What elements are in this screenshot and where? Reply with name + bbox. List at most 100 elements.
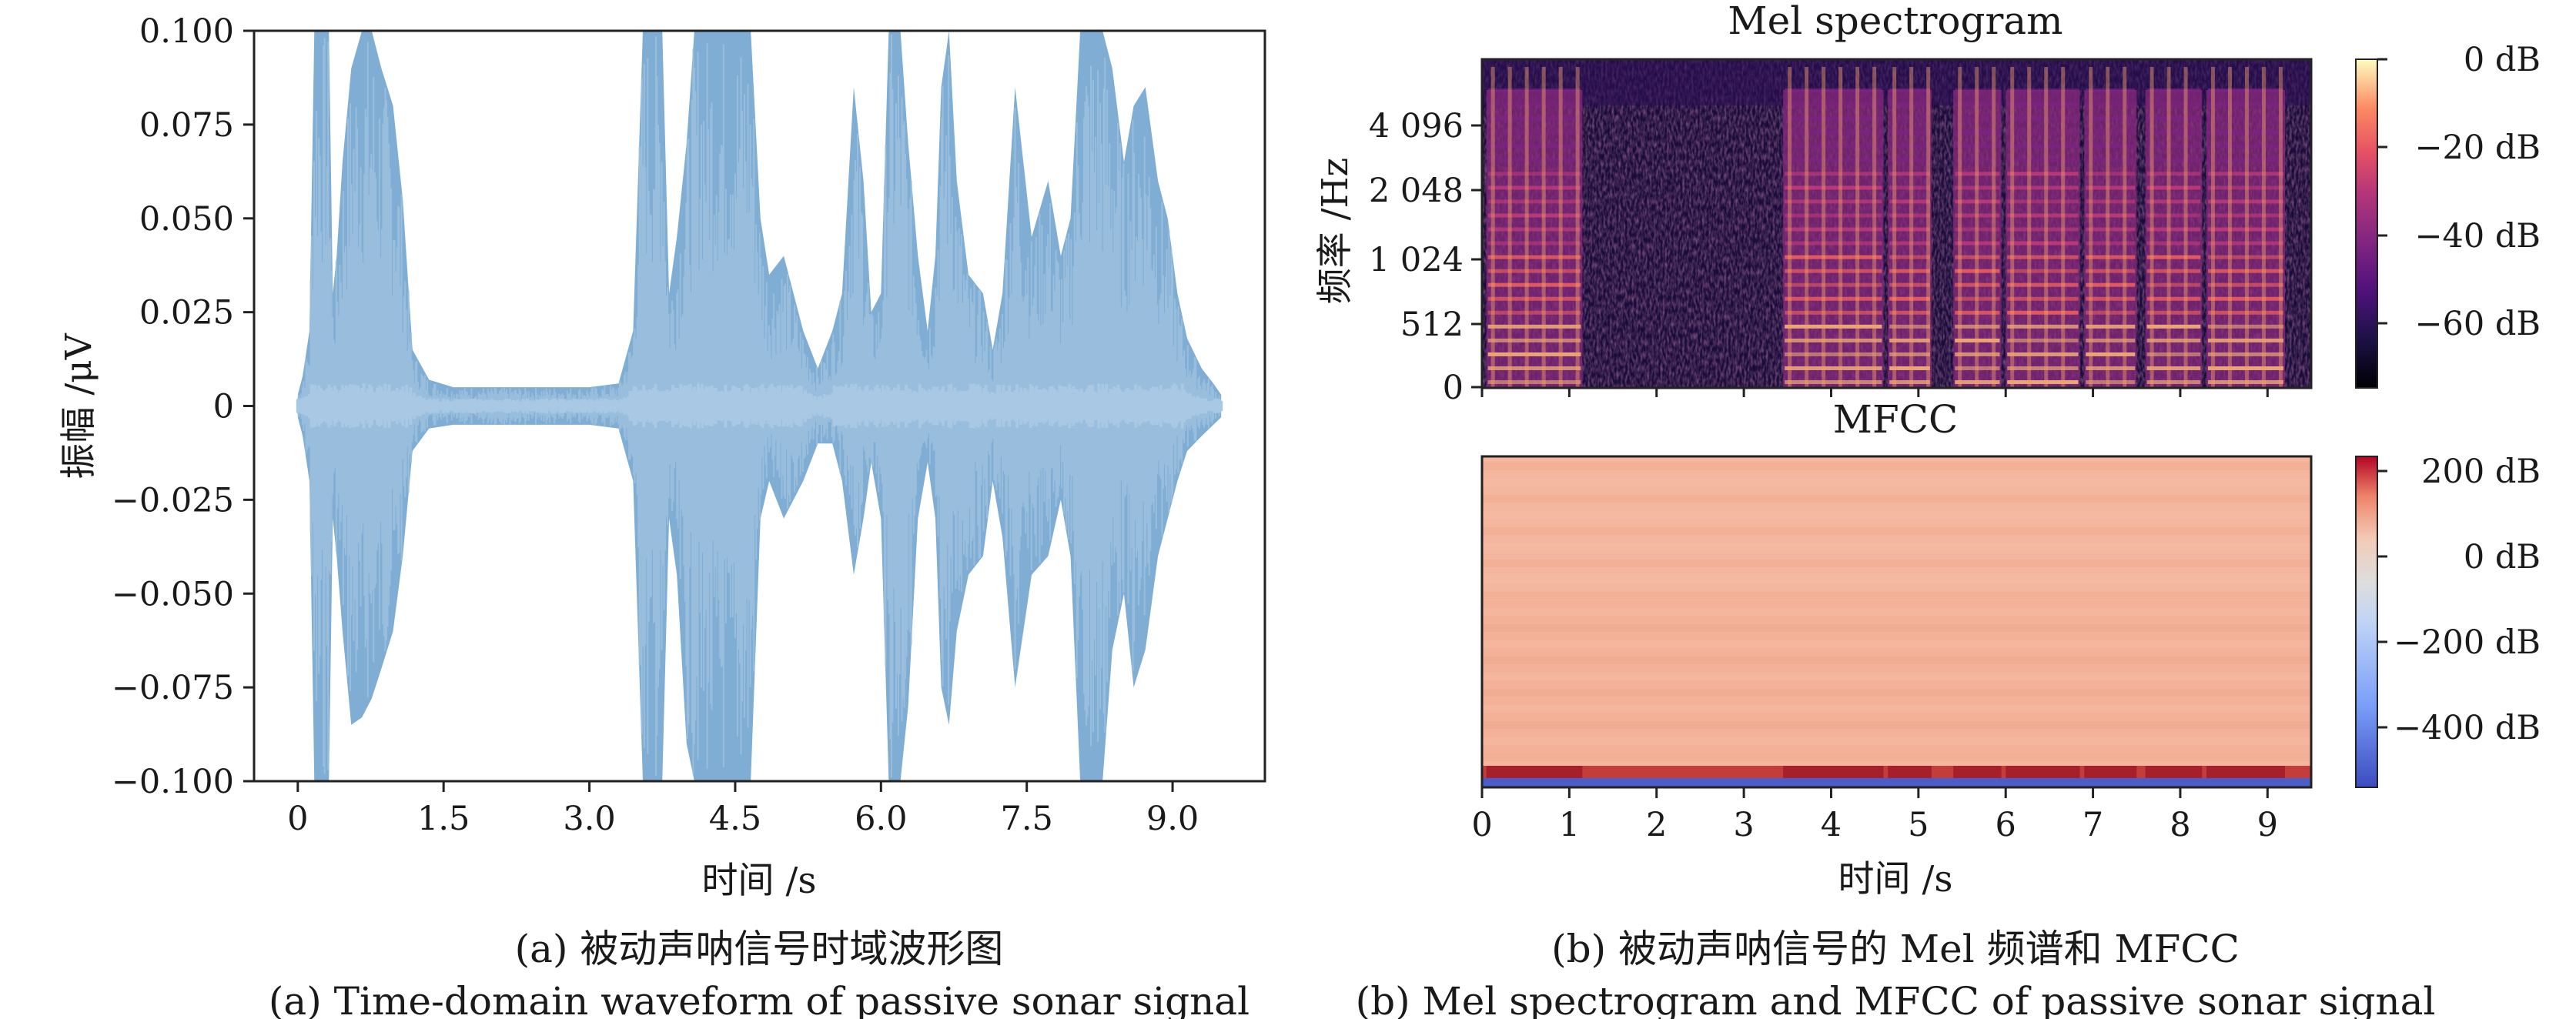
mfcc-active-segment [2206, 766, 2285, 778]
mfcc-colorbar-tick-label: 0 dB [2464, 538, 2541, 576]
mfcc-row [1482, 689, 2311, 697]
mel-active-segments [1486, 67, 2285, 388]
mfcc-active-segment [1486, 766, 1583, 778]
mfcc-x-tick-label: 5 [1908, 806, 1929, 844]
waveform-y-tick-label: 0.075 [139, 106, 234, 145]
mfcc-active-segment [2006, 766, 2080, 778]
caption-b-english: (b) Mel spectrogram and MFCC of passive … [1356, 979, 2436, 1019]
waveform-x-tick-label: 9.0 [1146, 800, 1199, 838]
waveform-x-tick-label: 7.5 [1000, 800, 1052, 838]
mfcc-colorbar-tick-label: 200 dB [2421, 453, 2541, 491]
mfcc-active-segment [2145, 766, 2203, 778]
mfcc-active-segment [1953, 766, 2002, 778]
mel-title: Mel spectrogram [1728, 0, 2062, 43]
waveform-plot-area [296, 31, 1223, 781]
waveform-x-tick-label: 6.0 [855, 800, 907, 838]
waveform-x-tick-label: 0 [287, 800, 308, 838]
waveform-x-tick-label: 3.0 [563, 800, 615, 838]
mel-active-segment [2006, 67, 2080, 388]
mfcc-colorbar [2355, 456, 2378, 788]
mfcc-x-tick-label: 1 [1559, 806, 1580, 844]
mfcc-row [1482, 705, 2311, 713]
caption-b-chinese: (b) 被动声呐信号的 Mel 频谱和 MFCC [1551, 927, 2240, 971]
waveform-y-tick-label: −0.075 [112, 669, 234, 707]
mel-active-segment [2145, 67, 2203, 388]
mel-colorbar-tick-label: 0 dB [2464, 41, 2541, 79]
mel-colorbar-tick-label: −40 dB [2414, 217, 2541, 256]
mfcc-active-segment [1888, 766, 1932, 778]
waveform-x-axis: 0 1.5 3.0 4.5 6.0 7.5 9.0 [287, 781, 1199, 838]
mfcc-row [1482, 640, 2311, 648]
mfcc-active-segment [2084, 766, 2137, 778]
waveform-y-tick-label: 0.100 [139, 12, 234, 51]
caption-a-english: (a) Time-domain waveform of passive sona… [269, 979, 1250, 1019]
mfcc-row [1482, 560, 2311, 567]
mfcc-row [1482, 608, 2311, 616]
mfcc-title: MFCC [1833, 397, 1958, 442]
mfcc-x-tick-label: 3 [1733, 806, 1754, 844]
mel-spectrogram-image [1482, 59, 2311, 388]
mel-colorbar-ticks: 0 dB −20 dB −40 dB −60 dB [2377, 41, 2541, 343]
mfcc-row [1482, 737, 2311, 745]
mfcc-image [1482, 456, 2311, 787]
mfcc-axes-frame [1480, 455, 2313, 789]
waveform-y-tick-label: 0.050 [139, 200, 234, 239]
mfcc-x-axis: 0 1 2 3 4 5 6 7 8 9 [1471, 787, 2278, 844]
caption-a-chinese: (a) 被动声呐信号时域波形图 [515, 927, 1004, 971]
waveform-y-tick-label: 0 [213, 388, 234, 426]
mfcc-row [1482, 511, 2311, 519]
mel-active-segment [2084, 67, 2137, 388]
mel-colorbar [2355, 58, 2378, 389]
mel-active-segment [2206, 67, 2285, 388]
waveform-spikes [296, 34, 1223, 778]
mel-y-tick-label: 0 [1443, 369, 1464, 407]
mfcc-row [1482, 721, 2311, 729]
mel-y-axis: 0 512 1 024 2 048 4 096 [1369, 107, 1482, 407]
mel-active-segment [1486, 67, 1583, 388]
mfcc-row [1482, 657, 2311, 664]
mfcc-row [1482, 673, 2311, 680]
mfcc-row [1482, 463, 2311, 470]
waveform-x-label: 时间 /s [702, 860, 817, 902]
mel-active-segment [1953, 67, 2002, 388]
mfcc-row [1482, 543, 2311, 551]
mel-active-segment [1783, 67, 1884, 388]
mel-y-label: 频率 /Hz [1314, 158, 1357, 305]
mel-y-tick-label: 4 096 [1369, 107, 1464, 145]
mel-y-tick-label: 2 048 [1369, 172, 1464, 210]
mel-y-tick-label: 512 [1400, 306, 1464, 344]
mfcc-x-tick-label: 2 [1646, 806, 1667, 844]
mfcc-x-tick-label: 9 [2257, 806, 2278, 844]
mfcc-coefficient-rows [1482, 463, 2311, 787]
waveform-x-tick-label: 1.5 [417, 800, 470, 838]
waveform-x-tick-label: 4.5 [709, 800, 761, 838]
mfcc-x-label: 时间 /s [1838, 858, 1953, 900]
mel-x-axis [1480, 388, 2269, 397]
waveform-y-label: 振幅 /μV [58, 332, 100, 479]
mfcc-row [1482, 479, 2311, 486]
waveform-y-tick-label: −0.050 [112, 575, 234, 613]
mfcc-row [1482, 495, 2311, 503]
mfcc-x-tick-label: 6 [1996, 806, 2016, 844]
mfcc-row-c0 [1482, 778, 2311, 787]
mfcc-x-tick-label: 4 [1821, 806, 1842, 844]
waveform-y-tick-label: −0.025 [112, 481, 234, 520]
mfcc-colorbar-ticks: 200 dB 0 dB −200 dB −400 dB [2377, 453, 2541, 747]
mel-colorbar-tick-label: −20 dB [2414, 129, 2541, 167]
waveform-y-tick-label: 0.025 [139, 294, 234, 332]
mfcc-colorbar-tick-label: −400 dB [2394, 709, 2541, 747]
mel-active-segment [1888, 67, 1932, 388]
mfcc-row [1482, 753, 2311, 761]
mfcc-row [1482, 527, 2311, 535]
mfcc-row [1482, 624, 2311, 632]
mfcc-x-tick-label: 7 [2083, 806, 2103, 844]
mfcc-colorbar-tick-label: −200 dB [2394, 623, 2541, 662]
mfcc-x-tick-label: 0 [1471, 806, 1492, 844]
mfcc-row [1482, 576, 2311, 583]
mfcc-row [1482, 592, 2311, 600]
mfcc-x-tick-label: 8 [2170, 806, 2190, 844]
waveform-y-axis: 0.100 0.075 0.050 0.025 0 −0.025 −0.050 −0.075 −… [112, 12, 254, 801]
waveform-y-tick-label: −0.100 [112, 763, 234, 801]
mel-y-tick-label: 1 024 [1369, 241, 1464, 279]
